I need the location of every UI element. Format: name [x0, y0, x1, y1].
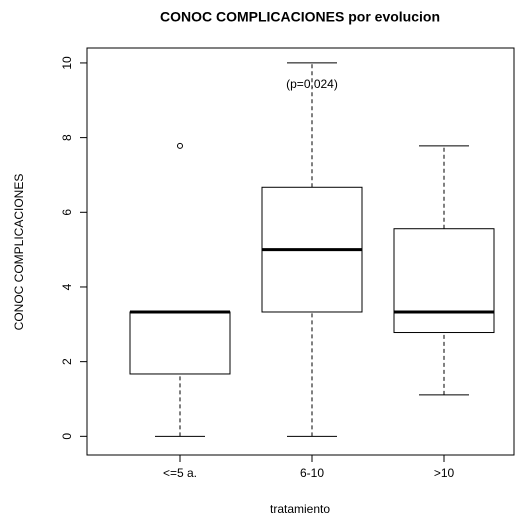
outlier [177, 142, 183, 149]
x-tick-label: <=5 a. [163, 466, 197, 480]
y-tick-label: 4 [60, 283, 74, 290]
x-tick-label: 6-10 [300, 466, 324, 480]
plot-frame [86, 47, 515, 456]
box [129, 311, 231, 375]
y-tick-label: 8 [60, 134, 74, 141]
y-tick-label: 6 [60, 209, 74, 216]
box [393, 228, 495, 334]
x-tick-label: >10 [434, 466, 455, 480]
y-tick-label: 0 [60, 433, 74, 440]
x-axis-label: tratamiento [270, 502, 330, 516]
y-tick-label: 10 [60, 56, 74, 70]
annotation: (p=0.024) [286, 77, 338, 91]
chart-title: CONOC COMPLICACIONES por evolucion [160, 9, 440, 25]
y-axis-label: CONOC COMPLICACIONES [12, 174, 26, 331]
y-tick-label: 2 [60, 358, 74, 365]
